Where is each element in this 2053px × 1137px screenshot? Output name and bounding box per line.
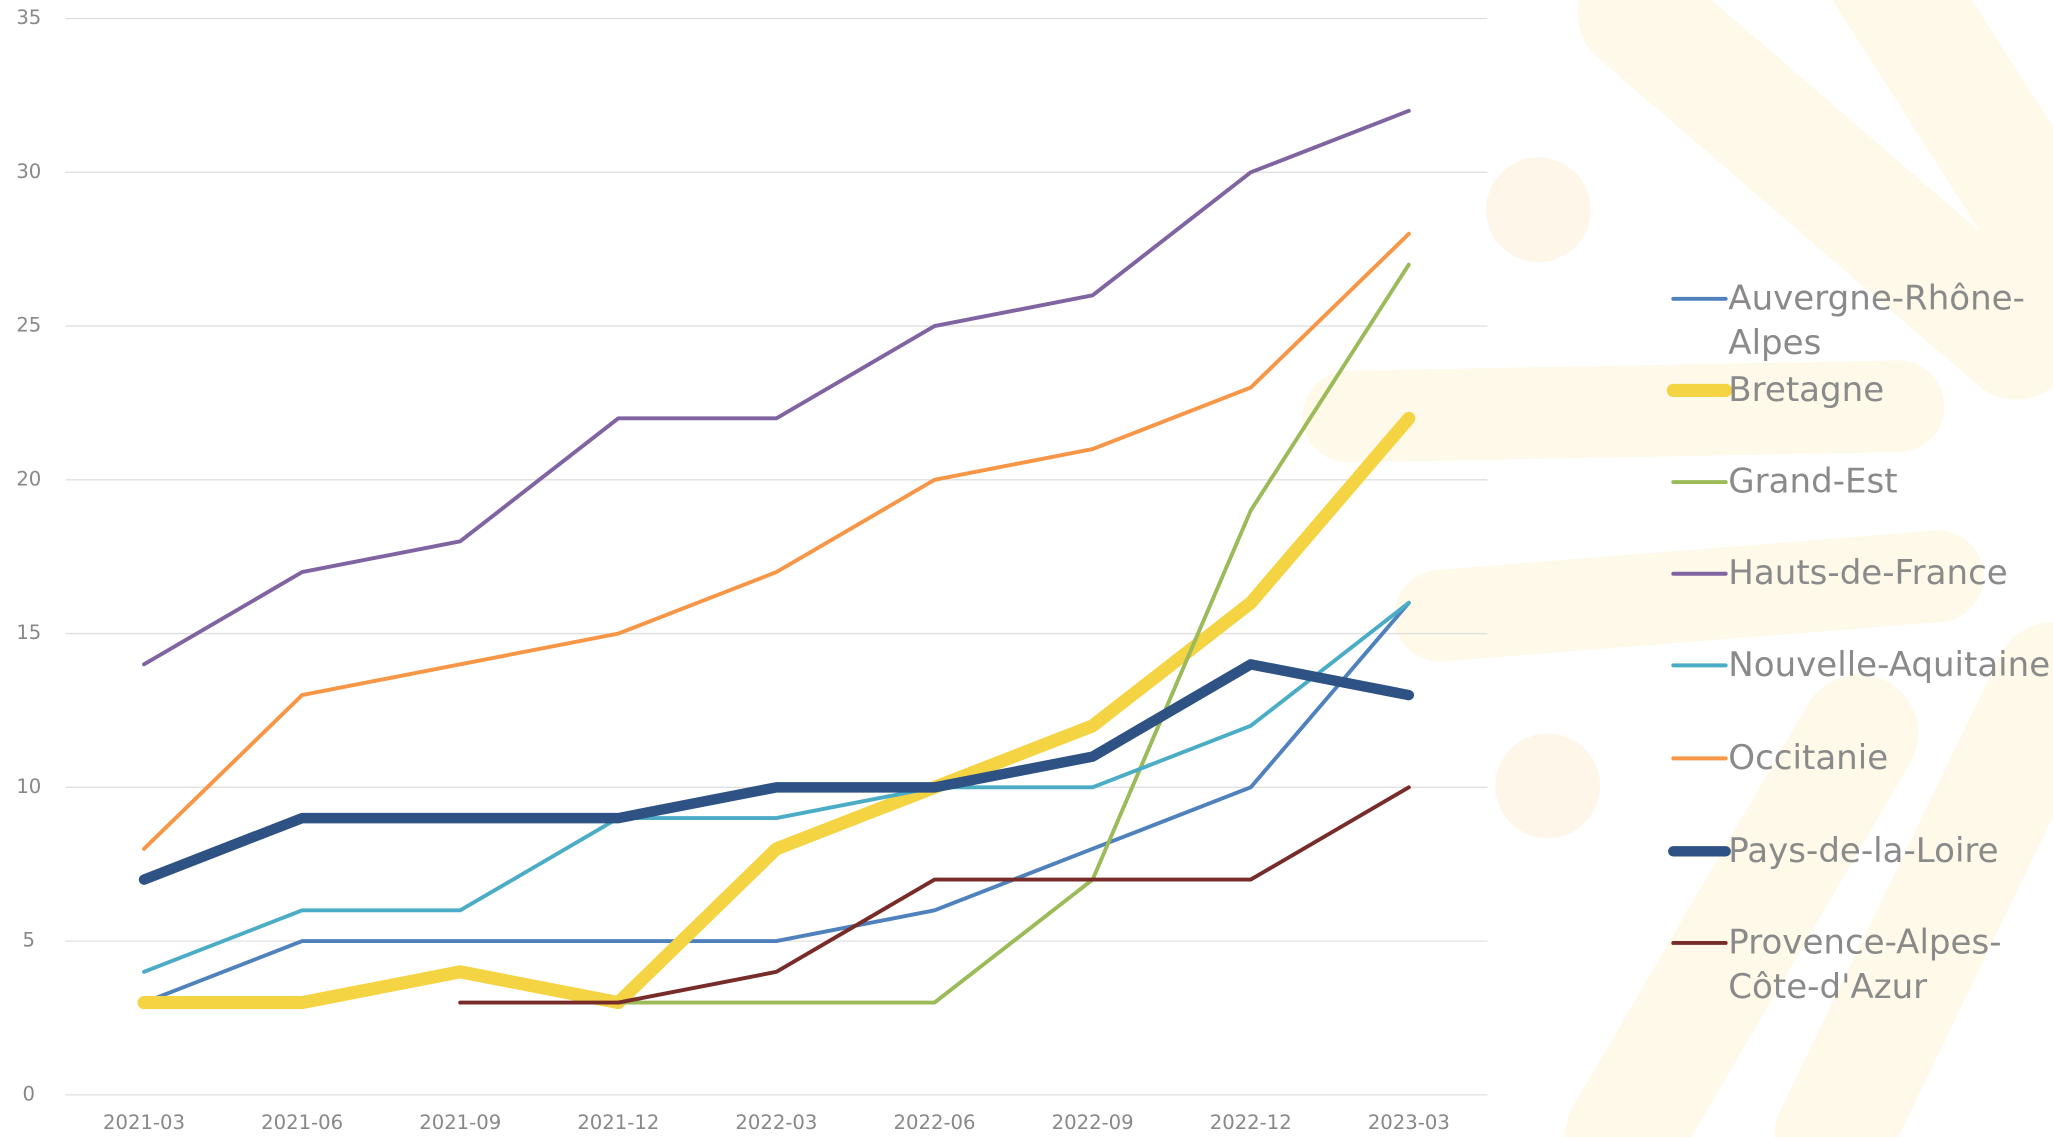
legend-entry: Provence-Alpes-Côte-d'Azur xyxy=(1728,923,2002,1008)
y-tick-label: 20 xyxy=(16,467,41,490)
series-line xyxy=(458,785,1411,1005)
legend-label: Hauts-de-France xyxy=(1728,554,2008,594)
y-tick-label: 25 xyxy=(16,314,41,337)
legend-entry: Bretagne xyxy=(1728,370,1885,411)
y-tick-label: 35 xyxy=(16,6,41,29)
series-line xyxy=(137,411,1416,1010)
legend-entry: Nouvelle-Aquitaine xyxy=(1728,645,2051,686)
background-decoration xyxy=(1302,0,2053,1137)
y-tick-label: 30 xyxy=(16,160,41,183)
plot-area: 0 5 10 15 20 25 30 35 2021-03 2021-06 2021-09 2021-… xyxy=(16,6,2051,1134)
series-line xyxy=(142,108,1411,667)
y-tick-label: 5 xyxy=(23,929,36,952)
legend-label: Auvergne-Rhône-Alpes xyxy=(1728,279,2025,363)
legend-label: Pays-de-la-Loire xyxy=(1728,831,1999,871)
x-tick-label: 2022-09 xyxy=(1052,1111,1134,1134)
x-tick-label: 2021-03 xyxy=(103,1111,185,1134)
legend-label: Occitanie xyxy=(1728,738,1889,778)
legend-entry: Grand-Est xyxy=(1728,462,1898,502)
x-tick-label: 2021-12 xyxy=(577,1111,659,1134)
legend-entry: Auvergne-Rhône-Alpes xyxy=(1728,279,2025,363)
legend-label: Bretagne xyxy=(1728,370,1885,411)
x-tick-label: 2022-12 xyxy=(1210,1111,1292,1134)
x-tick-label: 2022-06 xyxy=(894,1111,976,1134)
legend-entry: Hauts-de-France xyxy=(1728,554,2008,594)
legend-label: Nouvelle-Aquitaine xyxy=(1728,645,2051,686)
series-line xyxy=(142,600,1411,974)
y-tick-label: 0 xyxy=(23,1082,36,1105)
legend-label: Provence-Alpes-Côte-d'Azur xyxy=(1728,923,2002,1008)
y-tick-label: 15 xyxy=(16,621,41,644)
series-line xyxy=(616,262,1411,1005)
y-tick-label: 10 xyxy=(16,775,41,798)
x-tick-label: 2023-03 xyxy=(1368,1111,1450,1134)
x-tick-label: 2021-09 xyxy=(419,1111,501,1134)
series-line xyxy=(138,659,1415,885)
x-tick-label: 2022-03 xyxy=(735,1111,817,1134)
series-line xyxy=(142,600,1411,1005)
series-line xyxy=(142,231,1411,851)
x-tick-label: 2021-06 xyxy=(261,1111,343,1134)
legend-entry: Occitanie xyxy=(1728,738,1889,778)
legend-label: Grand-Est xyxy=(1728,462,1898,502)
legend-entry: Pays-de-la-Loire xyxy=(1728,831,1999,871)
